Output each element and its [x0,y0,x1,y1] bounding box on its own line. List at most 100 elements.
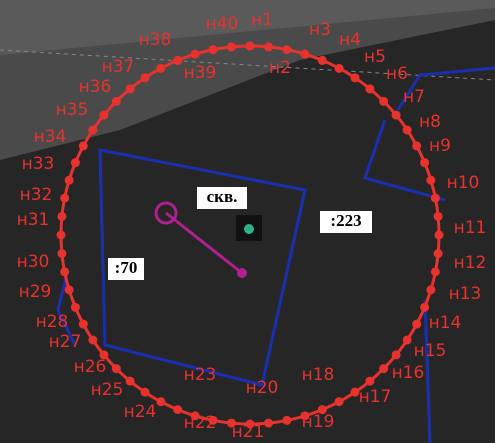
zone-dot [351,73,360,82]
point-label: н36 [79,77,112,97]
zone-dot [79,320,88,329]
point-label: н33 [22,154,55,174]
point-label: н13 [449,284,482,304]
point-label: н14 [429,313,462,333]
zone-dot [140,388,149,397]
zone-dot [412,141,421,150]
zone-dot [60,194,69,203]
zone-dot [209,45,218,54]
zone-dot [365,377,374,386]
zone-dot [379,97,388,106]
zone-dot [99,111,108,120]
zone-dot [420,158,429,167]
point-label: н2 [269,58,291,78]
zone-dot [126,377,135,386]
zone-dot [434,212,443,221]
zone-dot [318,56,327,65]
point-label: н15 [414,341,447,361]
zone-dot [65,176,74,185]
zone-dot [282,45,291,54]
zone-dot [434,249,443,258]
point-label: н23 [184,365,217,385]
zone-dot [264,419,273,428]
point-label: н32 [20,185,53,205]
zone-dot [426,176,435,185]
parcel-label: :223 [330,211,361,230]
point-label: н9 [429,136,451,156]
zone-dot [71,303,80,312]
point-label: н29 [19,282,52,302]
point-label: н4 [339,30,361,50]
zone-dot [156,397,165,406]
zone-dot [392,111,401,120]
point-label: н40 [206,14,239,34]
point-label: н7 [403,87,425,107]
zone-dot [57,249,66,258]
zone-dot [403,125,412,134]
zone-dot [426,285,435,294]
point-label: н6 [386,64,408,84]
parcel-label: :70 [115,258,138,277]
zone-dot [282,416,291,425]
sanitary-point [237,268,247,278]
zone-dot [420,303,429,312]
zone-dot [156,64,165,73]
zone-dot [112,97,121,106]
map: скв. :223 :70 н1 н2 н3 н4н5н6 н7 н8 н9 н10 н11 н1… [0,0,495,443]
zone-dot [392,350,401,359]
zone-dot [65,285,74,294]
point-label: н28 [36,312,69,332]
point-label: н31 [17,210,50,230]
zone-dot [264,42,273,51]
well-label: скв. [207,187,238,206]
zone-dot [60,267,69,276]
zone-dot [335,397,344,406]
point-label: н21 [232,422,265,442]
zone-dot [379,364,388,373]
point-label: н1 [251,10,273,30]
point-label: н17 [359,387,392,407]
point-label: н39 [184,63,217,83]
zone-dot [412,320,421,329]
point-label: н3 [309,20,331,40]
zone-dot [173,405,182,414]
zone-dot [88,125,97,134]
zone-dot [71,158,80,167]
zone-dot [246,42,255,51]
point-label: н26 [74,357,107,377]
zone-dot [335,64,344,73]
point-label: н25 [91,380,124,400]
zone-dot [140,73,149,82]
zone-dot [79,141,88,150]
zone-dot [435,231,444,240]
point-label: н27 [49,332,82,352]
point-label: н22 [184,413,217,433]
zone-dot [112,364,121,373]
point-label: н24 [124,402,157,422]
zone-dot [300,50,309,59]
point-label: н37 [102,57,135,77]
point-label: н20 [246,378,279,398]
point-label: н38 [139,30,172,50]
zone-dot [431,267,440,276]
point-label: н34 [34,127,67,147]
point-label: н11 [454,218,487,238]
zone-dot [88,336,97,345]
point-label: н8 [419,112,441,132]
point-label: н5 [364,47,386,67]
zone-dot [126,84,135,93]
point-label: н19 [302,412,335,432]
well-marker [244,224,254,234]
zone-dot [365,84,374,93]
zone-dot [191,50,200,59]
zone-dot [57,212,66,221]
zone-dot [173,56,182,65]
zone-dot [227,42,236,51]
zone-dot [403,336,412,345]
point-label: н30 [17,252,50,272]
point-label: н12 [454,253,487,273]
zone-dot [57,231,66,240]
point-label: н10 [447,173,480,193]
point-label: н16 [392,363,425,383]
point-label: н18 [302,365,335,385]
